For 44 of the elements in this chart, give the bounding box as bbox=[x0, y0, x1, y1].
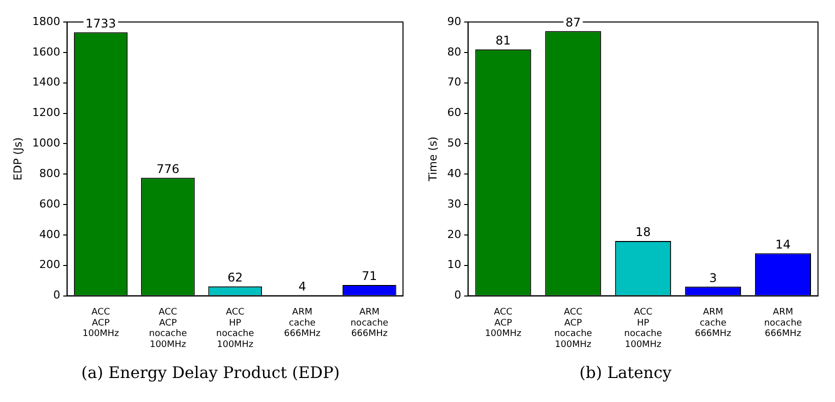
y-tick-label: 0 bbox=[454, 288, 462, 302]
y-tick-label: 10 bbox=[447, 258, 462, 272]
x-tick-label: ARM nocache 666MHz bbox=[764, 308, 802, 340]
x-tick-label: ACC ACP nocache 100MHz bbox=[149, 308, 188, 350]
data-label: 14 bbox=[775, 237, 791, 252]
data-label: 62 bbox=[227, 270, 243, 284]
y-tick-label: 50 bbox=[447, 136, 462, 150]
data-label: 3 bbox=[709, 270, 717, 285]
text: (b) Latency bbox=[578, 363, 673, 382]
x-tick-label: ARM nocache 666MHz bbox=[350, 308, 389, 340]
x-tick-label: ACC ACP nocache 100MHz bbox=[554, 308, 593, 350]
data-label: 1733 bbox=[86, 16, 116, 30]
y-tick-label: 400 bbox=[39, 228, 60, 241]
x-tick-label: ACC HP nocache 100MHz bbox=[624, 308, 662, 350]
y-tick-label: 70 bbox=[447, 76, 462, 89]
y-tick-label: 40 bbox=[447, 166, 462, 180]
data-label: 81 bbox=[496, 34, 511, 48]
y-tick-label: 30 bbox=[447, 197, 462, 210]
data-label: 18 bbox=[635, 225, 651, 240]
y-tick-label: 600 bbox=[39, 197, 60, 210]
x-tick-label: ACC ACP 100MHz bbox=[484, 308, 522, 340]
y-tick-label: 90 bbox=[447, 14, 462, 28]
y-tick-label: 1200 bbox=[32, 106, 60, 120]
y-tick-label: 1800 bbox=[32, 14, 60, 28]
y-tick-label: 0 bbox=[53, 288, 60, 302]
y-tick-label: 20 bbox=[447, 228, 462, 241]
x-tick-label: ARM cache 666MHz bbox=[284, 308, 321, 340]
y-tick-label: 200 bbox=[39, 258, 60, 272]
y-tick-label: 800 bbox=[39, 166, 60, 180]
y-tick-label: 1600 bbox=[32, 45, 60, 58]
data-label: 71 bbox=[362, 269, 378, 284]
data-label: 87 bbox=[565, 15, 581, 30]
y-tick-label: 60 bbox=[447, 106, 462, 120]
y-tick-label: 1400 bbox=[32, 76, 60, 89]
x-tick-label: ACC ACP 100MHz bbox=[82, 308, 120, 340]
y-axis-title: Time (s) bbox=[426, 136, 440, 182]
x-tick-label: ARM cache 666MHz bbox=[694, 308, 732, 340]
y-tick-label: 1000 bbox=[32, 136, 60, 150]
text: (a) Energy Delay Product (EDP) bbox=[80, 363, 341, 382]
x-tick-label: ACC HP nocache 100MHz bbox=[216, 308, 254, 350]
y-axis-title: EDP (Js) bbox=[11, 137, 24, 180]
y-tick-label: 80 bbox=[447, 45, 462, 58]
data-label: 4 bbox=[298, 279, 306, 294]
data-label: 776 bbox=[156, 162, 180, 176]
